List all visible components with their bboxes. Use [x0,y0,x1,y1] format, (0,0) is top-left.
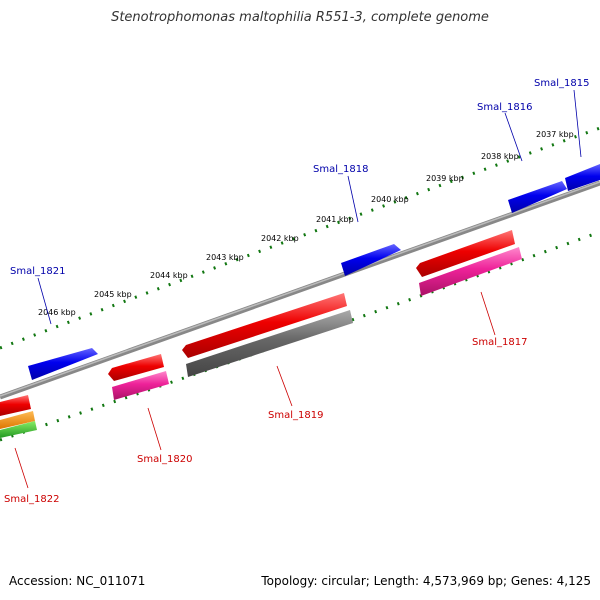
map-title: Stenotrophomonas maltophilia R551-3, com… [111,10,489,25]
gene-smal-1815[interactable] [565,164,600,191]
gene-smal-1818[interactable] [341,244,401,276]
gene-smal-1820[interactable] [108,354,169,400]
backbone-highlight [0,181,600,397]
accession-text: Accession: NC_011071 [9,574,146,588]
gene-smal-1817[interactable] [416,230,522,296]
kbp-label-2044: 2044 kbp [150,271,188,280]
leader-smal-1820 [147,407,162,451]
gene-smal-1821[interactable] [28,348,98,380]
feature-smal-1822-orange [0,411,35,429]
label-smal-1817[interactable]: Smal_1817 [472,337,527,348]
feature-smal-1822-green [0,421,37,438]
kbp-label-2042: 2042 kbp [261,234,299,243]
kbp-label-2037: 2037 kbp [536,130,574,139]
gene-smal-1819[interactable] [182,293,353,377]
leader-smal-1821 [37,277,52,325]
leader-smal-1815 [573,89,582,158]
leader-smal-1818 [347,175,359,223]
label-smal-1821[interactable]: Smal_1821 [10,266,65,277]
label-smal-1822[interactable]: Smal_1822 [4,494,59,505]
gene-smal-1816[interactable] [508,181,567,213]
kbp-label-2041: 2041 kbp [316,215,354,224]
feature-smal-1819-grey [186,310,353,377]
kbp-label-2043: 2043 kbp [206,253,244,262]
kbp-label-2038: 2038 kbp [481,152,519,161]
topology-text: Topology: circular; Length: 4,573,969 bp… [261,574,591,588]
label-smal-1816[interactable]: Smal_1816 [477,102,532,113]
label-smal-1815[interactable]: Smal_1815 [534,78,589,89]
feature-smal-1817-pink [419,247,522,296]
kbp-label-2046: 2046 kbp [38,308,76,317]
kbp-label-2039: 2039 kbp [426,174,464,183]
label-smal-1819[interactable]: Smal_1819 [268,410,323,421]
leader-smal-1822 [14,447,29,489]
label-smal-1818[interactable]: Smal_1818 [313,164,368,175]
genome-backbone [0,180,600,400]
leader-smal-1819 [276,365,293,407]
leader-smal-1817 [480,291,496,336]
feature-smal-1820-pink [112,371,169,400]
kbp-label-2040: 2040 kbp [371,195,409,204]
kbp-label-2045: 2045 kbp [94,290,132,299]
gene-smal-1822[interactable] [0,395,37,438]
label-smal-1820[interactable]: Smal_1820 [137,454,192,465]
leader-smal-1816 [504,112,523,162]
